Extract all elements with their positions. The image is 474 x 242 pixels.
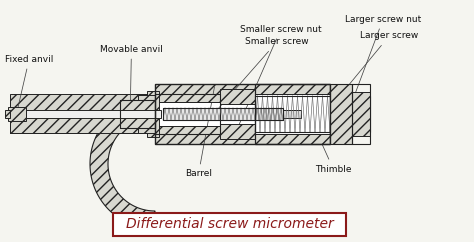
Bar	[220, 126, 255, 134]
Bar	[10, 115, 155, 133]
Bar	[10, 94, 155, 113]
Text: Barrel: Barrel	[185, 87, 215, 179]
Polygon shape	[90, 99, 155, 229]
Bar	[283, 110, 301, 118]
Bar	[255, 84, 330, 94]
Bar	[255, 96, 370, 132]
Text: Fixed anvil: Fixed anvil	[5, 54, 54, 113]
Bar	[330, 84, 352, 144]
Bar	[138, 128, 155, 133]
Bar	[163, 108, 283, 120]
Bar	[120, 100, 155, 128]
Text: Larger screw nut: Larger screw nut	[341, 15, 421, 131]
Bar	[220, 94, 255, 102]
Bar	[120, 100, 155, 113]
Bar	[255, 96, 370, 132]
Bar	[155, 94, 330, 134]
Bar	[26, 110, 161, 118]
Bar	[138, 95, 155, 100]
Bar	[10, 95, 155, 113]
Text: Differential screw micrometer: Differential screw micrometer	[126, 217, 334, 231]
Text: Larger screw: Larger screw	[317, 31, 418, 124]
Bar	[220, 124, 255, 139]
Text: Thimble: Thimble	[296, 87, 352, 174]
Bar	[352, 92, 370, 136]
Bar	[120, 115, 155, 128]
Bar	[155, 134, 330, 144]
Bar	[155, 84, 330, 144]
Bar	[147, 91, 159, 137]
Bar	[155, 94, 220, 102]
Bar	[5, 110, 10, 118]
FancyBboxPatch shape	[113, 212, 346, 235]
Text: Smaller screw nut: Smaller screw nut	[236, 24, 322, 131]
Bar	[163, 108, 283, 120]
Bar	[155, 126, 220, 134]
Bar	[155, 102, 220, 126]
Bar	[8, 107, 26, 121]
Bar	[255, 84, 330, 144]
Text: Movable anvil: Movable anvil	[100, 45, 163, 121]
Bar	[120, 110, 155, 118]
Bar	[255, 134, 330, 144]
Bar	[352, 84, 370, 144]
Bar	[155, 94, 220, 134]
Text: Smaller screw: Smaller screw	[212, 38, 309, 116]
Bar	[330, 84, 352, 144]
Bar	[10, 114, 155, 133]
Bar	[255, 94, 330, 134]
Bar	[155, 84, 330, 94]
Bar	[220, 89, 255, 104]
